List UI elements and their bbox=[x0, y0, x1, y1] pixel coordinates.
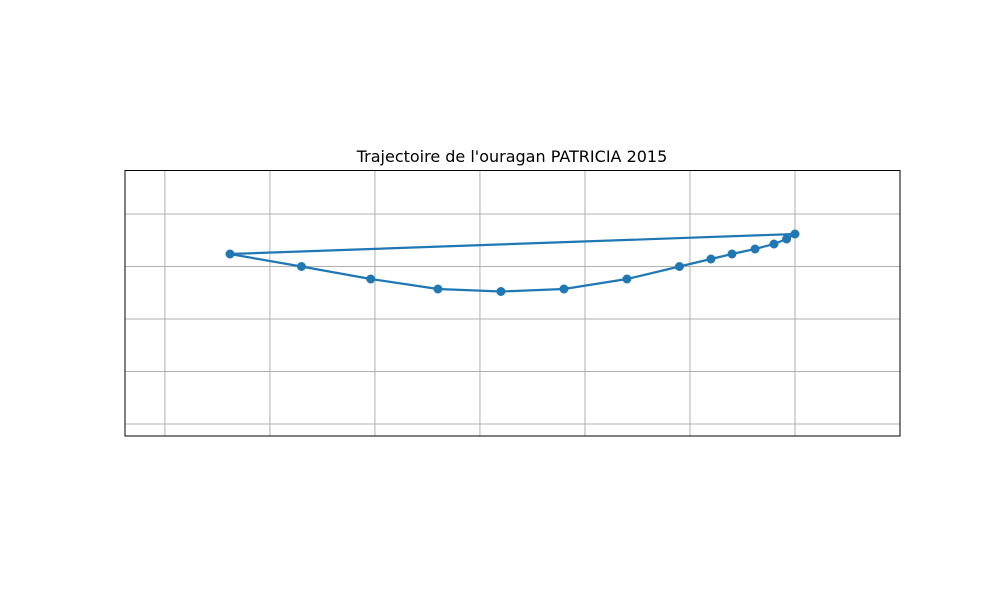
track-point-13 bbox=[782, 234, 792, 244]
track-point-11 bbox=[750, 244, 760, 254]
plot-area bbox=[124, 170, 901, 437]
track-point-2 bbox=[296, 262, 306, 271]
track-point-1 bbox=[225, 249, 235, 259]
track-point-4 bbox=[433, 284, 443, 294]
chart-title: Trajectoire de l'ouragan PATRICIA 2015 bbox=[356, 147, 668, 166]
track-point-5 bbox=[496, 287, 506, 296]
track-point-10 bbox=[727, 249, 737, 259]
track-point-9 bbox=[706, 254, 716, 264]
track-point-12 bbox=[769, 239, 779, 249]
grid bbox=[125, 170, 900, 436]
track-point-14 bbox=[790, 229, 800, 239]
series-patricia-track bbox=[225, 229, 800, 296]
track-point-8 bbox=[674, 262, 684, 271]
track-point-3 bbox=[366, 274, 376, 284]
plot-frame bbox=[124, 170, 901, 437]
track-point-7 bbox=[622, 274, 632, 284]
track-point-6 bbox=[559, 284, 569, 294]
